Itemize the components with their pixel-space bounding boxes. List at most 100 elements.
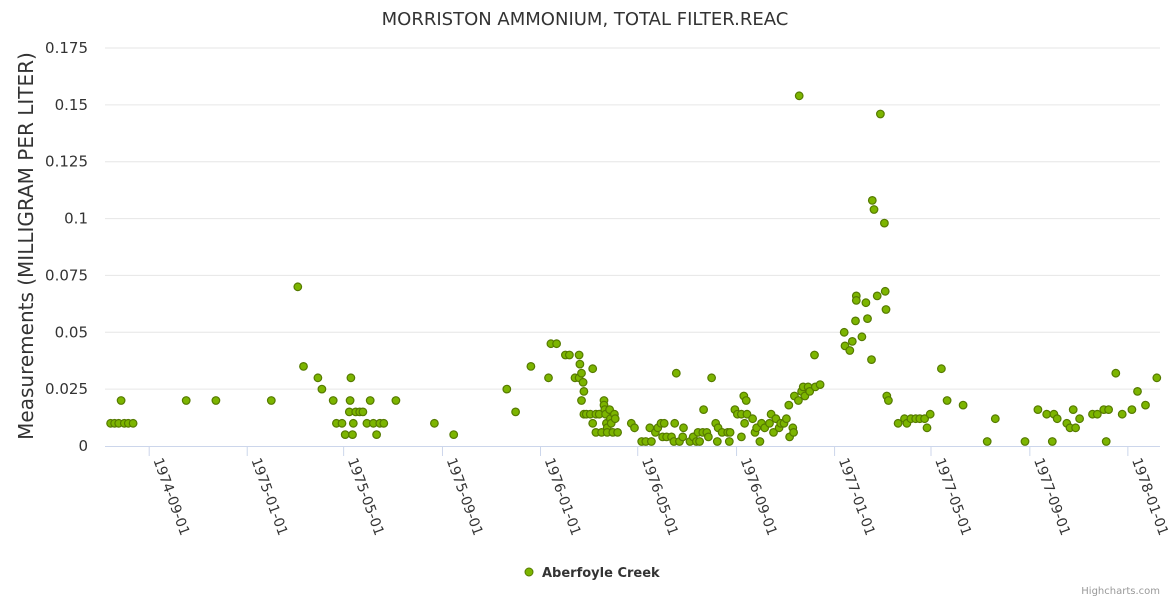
data-point[interactable] bbox=[678, 432, 688, 442]
data-point[interactable] bbox=[552, 339, 561, 349]
data-point[interactable] bbox=[1152, 373, 1162, 383]
data-point[interactable] bbox=[348, 418, 358, 428]
data-point[interactable] bbox=[867, 195, 877, 205]
data-point[interactable] bbox=[379, 418, 389, 428]
data-point[interactable] bbox=[565, 350, 574, 360]
data-point[interactable] bbox=[920, 414, 929, 424]
credits-link[interactable]: Highcharts.com bbox=[1081, 586, 1160, 597]
data-point[interactable] bbox=[695, 437, 704, 446]
data-point[interactable] bbox=[328, 396, 338, 405]
data-point[interactable] bbox=[1020, 437, 1030, 446]
data-point[interactable] bbox=[748, 414, 757, 424]
data-point[interactable] bbox=[577, 368, 586, 378]
data-point[interactable] bbox=[863, 314, 872, 324]
data-point[interactable] bbox=[769, 428, 778, 437]
data-point[interactable] bbox=[313, 373, 323, 383]
data-point[interactable] bbox=[317, 384, 327, 394]
data-point[interactable] bbox=[810, 350, 819, 360]
data-point[interactable] bbox=[742, 409, 752, 419]
data-point[interactable] bbox=[1141, 400, 1150, 410]
data-point[interactable] bbox=[937, 364, 946, 374]
data-point[interactable] bbox=[588, 418, 598, 428]
data-point[interactable] bbox=[884, 396, 893, 405]
data-point[interactable] bbox=[578, 377, 588, 387]
data-point[interactable] bbox=[876, 109, 885, 119]
data-point[interactable] bbox=[449, 430, 459, 440]
data-point[interactable] bbox=[815, 380, 825, 390]
data-point[interactable] bbox=[372, 430, 382, 440]
data-point[interactable] bbox=[544, 373, 553, 383]
data-point[interactable] bbox=[679, 423, 688, 433]
data-point[interactable] bbox=[1042, 409, 1052, 419]
data-point[interactable] bbox=[881, 305, 891, 314]
data-point[interactable] bbox=[851, 296, 861, 305]
data-point[interactable] bbox=[613, 428, 622, 437]
data-point[interactable] bbox=[181, 396, 191, 405]
data-point[interactable] bbox=[574, 350, 584, 360]
data-point[interactable] bbox=[671, 368, 681, 378]
data-point[interactable] bbox=[789, 428, 798, 437]
data-point[interactable] bbox=[337, 418, 347, 428]
data-point[interactable] bbox=[845, 346, 855, 355]
data-point[interactable] bbox=[765, 418, 774, 428]
data-point[interactable] bbox=[430, 418, 439, 428]
data-point[interactable] bbox=[579, 387, 589, 396]
data-point[interactable] bbox=[880, 218, 889, 228]
data-point[interactable] bbox=[358, 407, 368, 417]
data-point[interactable] bbox=[659, 418, 669, 428]
data-point[interactable] bbox=[851, 316, 860, 326]
data-point[interactable] bbox=[1052, 414, 1062, 424]
data-point[interactable] bbox=[958, 400, 968, 410]
data-point[interactable] bbox=[348, 430, 357, 440]
data-point[interactable] bbox=[737, 432, 746, 442]
data-point[interactable] bbox=[211, 396, 221, 405]
data-point[interactable] bbox=[805, 387, 815, 396]
data-point[interactable] bbox=[707, 373, 716, 383]
data-point[interactable] bbox=[1101, 437, 1111, 446]
data-point[interactable] bbox=[861, 298, 871, 308]
data-point[interactable] bbox=[1104, 405, 1113, 415]
data-point[interactable] bbox=[1092, 409, 1102, 419]
series-aberfoyle-creek[interactable] bbox=[106, 91, 1162, 446]
data-point[interactable] bbox=[1068, 405, 1078, 415]
data-point[interactable] bbox=[511, 407, 520, 417]
data-point[interactable] bbox=[784, 400, 794, 410]
data-point[interactable] bbox=[647, 437, 656, 446]
data-point[interactable] bbox=[1127, 405, 1137, 415]
data-point[interactable] bbox=[712, 437, 722, 446]
data-point[interactable] bbox=[1047, 437, 1057, 446]
data-point[interactable] bbox=[741, 396, 751, 405]
data-point[interactable] bbox=[345, 396, 355, 405]
data-point[interactable] bbox=[857, 332, 867, 342]
data-point[interactable] bbox=[869, 205, 879, 214]
data-point[interactable] bbox=[982, 437, 992, 446]
data-point[interactable] bbox=[1033, 405, 1043, 415]
data-point[interactable] bbox=[847, 337, 857, 346]
data-point[interactable] bbox=[704, 432, 713, 442]
data-point[interactable] bbox=[725, 428, 735, 437]
data-point[interactable] bbox=[755, 437, 765, 446]
data-point[interactable] bbox=[128, 418, 138, 428]
data-point[interactable] bbox=[1071, 423, 1080, 433]
data-point[interactable] bbox=[1111, 368, 1121, 378]
data-point[interactable] bbox=[1117, 409, 1127, 419]
data-point[interactable] bbox=[299, 362, 308, 371]
data-point[interactable] bbox=[365, 396, 375, 405]
data-point[interactable] bbox=[346, 373, 356, 383]
legend[interactable]: Aberfoyle Creek bbox=[524, 566, 660, 581]
data-point[interactable] bbox=[724, 437, 734, 446]
data-point[interactable] bbox=[610, 414, 620, 424]
data-point[interactable] bbox=[925, 409, 935, 419]
data-point[interactable] bbox=[872, 291, 882, 301]
data-point[interactable] bbox=[794, 91, 804, 101]
data-point[interactable] bbox=[116, 396, 126, 405]
data-point[interactable] bbox=[922, 423, 932, 433]
legend-label-aberfoyle-creek[interactable]: Aberfoyle Creek bbox=[542, 566, 660, 581]
data-point[interactable] bbox=[893, 418, 903, 428]
data-point[interactable] bbox=[577, 396, 586, 405]
data-point[interactable] bbox=[782, 414, 791, 424]
data-point[interactable] bbox=[1075, 414, 1084, 424]
data-point[interactable] bbox=[526, 362, 536, 371]
data-point[interactable] bbox=[880, 286, 890, 296]
data-point[interactable] bbox=[794, 396, 803, 405]
